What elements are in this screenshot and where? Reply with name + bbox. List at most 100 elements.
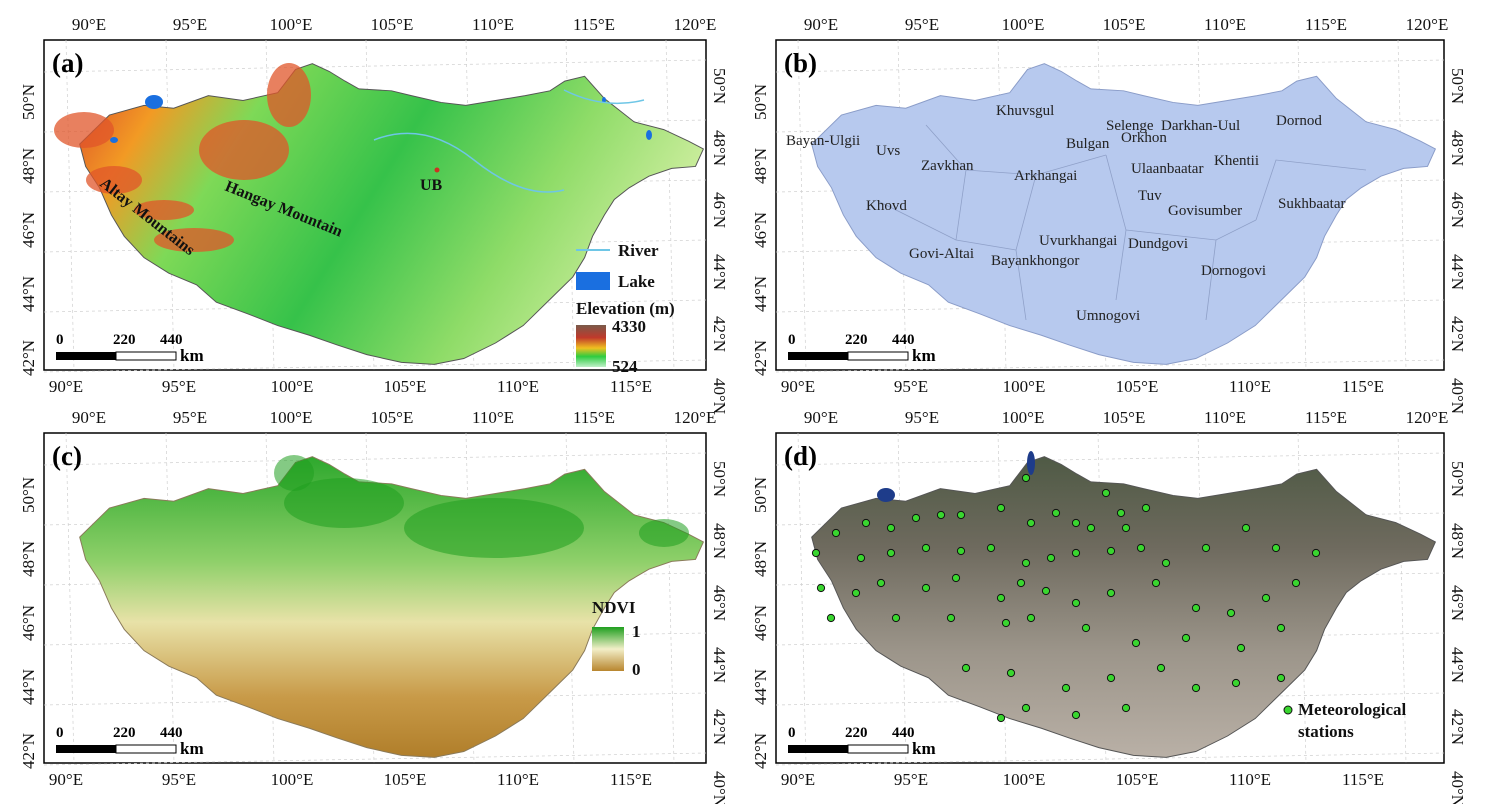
graticule-parallel [43,752,707,766]
station-marker [1276,623,1286,633]
graticule-meridian [1197,39,1207,371]
x-tick-top: 110°E [472,15,514,34]
panel-b-province-map: 90°E 95°E 100°E 105°E 110°E 115°E 120°E 90°E 95°… [751,15,1467,414]
station-marker [816,583,826,593]
scale-bar-black [788,352,848,360]
scale-end: 440 [160,725,183,741]
graticule-parallel [43,59,707,73]
x-tick-top: 120°E [674,15,717,34]
legend-station-label-2: stations [1298,722,1354,741]
station-marker [1191,603,1201,613]
y-tick-right: 48°N [1448,130,1467,166]
province-label: Khentii [1214,153,1259,169]
y-tick-left: 44°N [751,669,770,705]
graticule-parallel [775,452,1445,466]
highland-areas [54,63,311,252]
province-boundary [1255,159,1367,221]
x-tick-top: 115°E [1305,408,1347,427]
x-tick-top: 105°E [371,408,414,427]
station-marker [1106,546,1116,556]
graticule-meridian [65,39,75,371]
station-marker [1071,518,1081,528]
x-tick-top: 100°E [270,408,313,427]
y-tick-right: 48°N [710,130,729,166]
station-marker [946,613,956,623]
legend-ndvi-max: 1 [632,622,641,641]
x-tick-top: 100°E [1002,408,1045,427]
scale-zero: 0 [788,332,796,348]
station-marker [961,663,971,673]
y-tick-right: 50°N [1448,461,1467,497]
station-marker [1131,638,1141,648]
station-marker [1026,613,1036,623]
province-label: Khovd [866,198,907,214]
province-label: Umnogovi [1076,308,1140,324]
scale-mid: 220 [845,725,868,741]
legend-lake-swatch [576,272,610,290]
province-label: Uvurkhangai [1039,233,1117,249]
scale-bar-white [115,744,177,754]
y-tick-right: 50°N [1448,68,1467,104]
scale-bar-white [847,744,909,754]
station-marker [1271,543,1281,553]
scale-bar-white [115,351,177,361]
scale-unit: km [180,739,204,758]
station-marker [876,578,886,588]
scale-unit: km [912,346,936,365]
panel-frame [43,432,707,764]
y-tick-left: 50°N [19,84,38,120]
x-tick-top: 115°E [1305,15,1347,34]
legend-elevation-ramp [576,325,606,367]
y-tick-right: 40°N [1448,378,1467,414]
station-marker [1161,558,1171,568]
x-tick-bottom: 100°E [1003,377,1046,396]
lake-shape [110,137,118,143]
lake-shape [877,488,895,502]
vegetation-patch [284,478,404,528]
y-tick-left: 50°N [19,477,38,513]
province-boundary [875,199,1017,251]
x-tick-top: 90°E [804,15,838,34]
panel-frame [775,39,1445,371]
y-tick-left: 42°N [751,733,770,769]
x-tick-top: 110°E [472,408,514,427]
station-marker [1021,703,1031,713]
legend-elevation-min: 524 [612,357,638,376]
y-tick-left: 48°N [19,148,38,184]
legend-lake-label: Lake [618,272,655,291]
station-marker [886,523,896,533]
province-label: Zavkhan [921,158,974,174]
legend-elevation-max: 4330 [612,317,646,336]
y-tick-right: 46°N [1448,192,1467,228]
highland-blob [199,120,289,180]
x-tick-bottom: 115°E [610,770,652,789]
y-tick-left: 46°N [19,605,38,641]
x-tick-bottom: 110°E [497,770,539,789]
x-tick-top: 90°E [804,408,838,427]
station-marker [1156,663,1166,673]
panel-label: (b) [784,48,817,78]
station-marker [1021,473,1031,483]
station-marker [1121,703,1131,713]
station-markers [811,473,1321,723]
y-tick-right: 40°N [710,378,729,414]
highland-blob [154,228,234,252]
x-tick-bottom: 110°E [1229,377,1271,396]
lake-shape [145,95,163,109]
station-marker [1226,608,1236,618]
scale-end: 440 [160,332,183,348]
x-tick-bottom: 105°E [384,377,427,396]
legend-elevation-title: Elevation (m) [576,299,675,318]
station-marker [1276,673,1286,683]
y-tick-left: 50°N [751,84,770,120]
x-tick-bottom: 95°E [162,770,196,789]
y-tick-left: 44°N [19,669,38,705]
x-tick-bottom: 110°E [497,377,539,396]
station-marker [1026,518,1036,528]
legend-ndvi-ramp [592,627,624,671]
x-tick-top: 95°E [905,408,939,427]
vegetation-patch [274,455,314,491]
province-label: Khuvsgul [996,103,1054,119]
scale-mid: 220 [113,332,136,348]
